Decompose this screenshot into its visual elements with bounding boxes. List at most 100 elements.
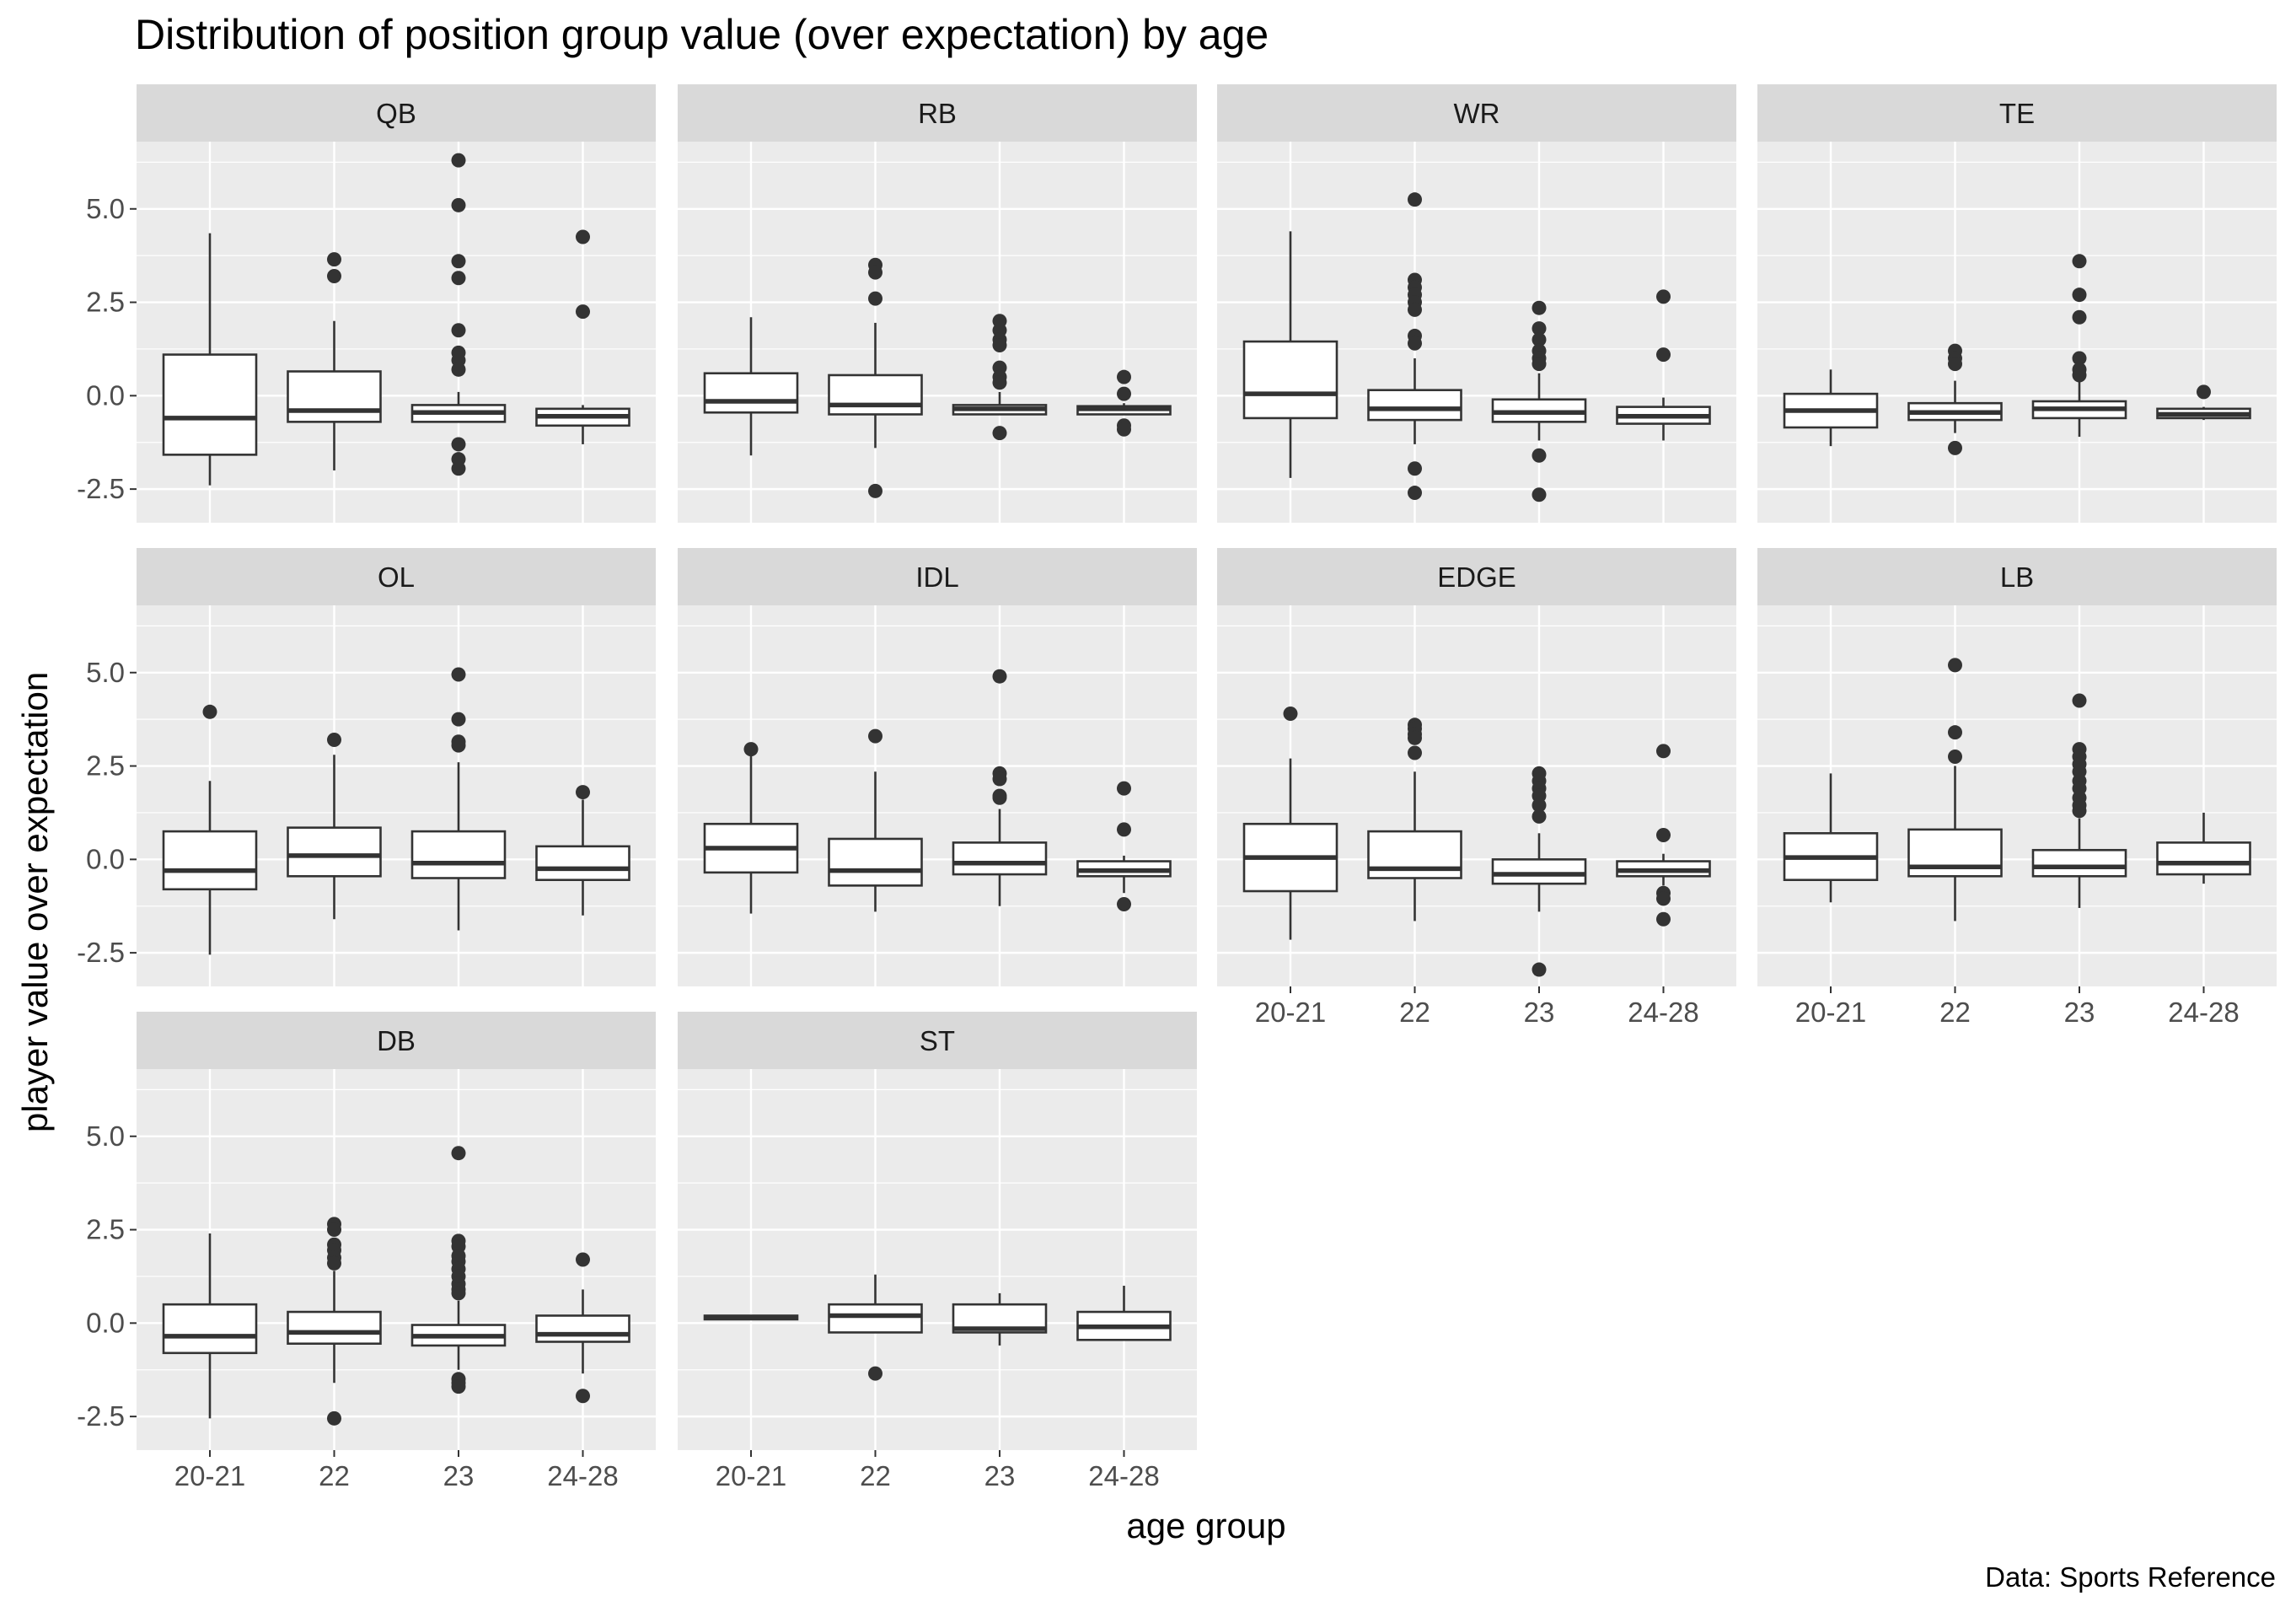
outlier-point <box>1656 828 1671 843</box>
panel-edge: EDGE 20-21 22 23 24-28 <box>1217 548 1736 1028</box>
box-body <box>287 826 382 878</box>
x-tick-label: 20-21 <box>1255 997 1326 1028</box>
box-idl-20-21 <box>703 742 799 914</box>
outlier-point <box>1117 369 1131 384</box>
box-body <box>703 372 799 414</box>
outlier-point <box>868 728 882 744</box>
x-tick-label: 23 <box>2064 997 2095 1028</box>
x-tick-label: 24-28 <box>547 1460 618 1491</box>
outlier-point <box>327 269 341 284</box>
box-rb-20-21 <box>703 317 799 456</box>
box-idl-24-28 <box>1076 781 1172 912</box>
panel-strip-rb <box>678 84 1197 142</box>
outlier-point <box>451 362 466 377</box>
x-tick-label: 24-28 <box>2168 997 2239 1028</box>
x-tick-label: 20-21 <box>716 1460 786 1491</box>
chart-title: Distribution of position group value (ov… <box>135 11 1269 58</box>
panel-background-st <box>678 1069 1197 1450</box>
panel-strip-qb <box>137 84 656 142</box>
outlier-point <box>1948 357 1962 372</box>
outlier-point <box>1408 302 1422 317</box>
box-body <box>828 1303 923 1334</box>
box-body <box>162 353 258 456</box>
outlier-point <box>1117 781 1131 796</box>
outlier-point <box>451 738 466 753</box>
outlier-point <box>202 704 217 719</box>
outlier-point <box>2072 287 2087 303</box>
box-body <box>828 837 923 887</box>
panel-strip-te <box>1757 84 2277 142</box>
box-lb-23 <box>2031 693 2127 908</box>
outlier-point <box>992 669 1007 684</box>
outlier-point <box>1532 321 1547 336</box>
outlier-point <box>327 1410 341 1426</box>
outlier-point <box>451 1146 466 1161</box>
outlier-point <box>1656 891 1671 906</box>
outlier-point <box>451 667 466 682</box>
box-body <box>162 1303 258 1355</box>
y-tick-label: -2.5 <box>77 1400 125 1432</box>
outlier-point <box>1532 487 1547 502</box>
panel-strip-wr <box>1217 84 1736 142</box>
outlier-point <box>451 323 466 338</box>
box-st-22 <box>828 1274 923 1381</box>
box-ol-20-21 <box>162 704 258 955</box>
box-body <box>1367 389 1462 422</box>
x-tick-label: 23 <box>1524 997 1555 1028</box>
box-ol-23 <box>410 667 507 931</box>
box-db-24-28 <box>535 1252 630 1404</box>
box-body <box>828 373 923 416</box>
outlier-point <box>576 1252 590 1267</box>
y-tick-label: 2.5 <box>86 750 125 782</box>
outlier-point <box>1948 749 1962 764</box>
box-rb-24-28 <box>1076 369 1172 437</box>
box-ol-22 <box>287 733 382 920</box>
box-st-24-28 <box>1076 1286 1172 1341</box>
panel-strip-ol <box>137 548 656 605</box>
panel-strip-label-qb: QB <box>376 98 416 129</box>
x-tick-label: 22 <box>860 1460 891 1491</box>
outlier-point <box>2072 309 2087 325</box>
box-lb-24-28 <box>2156 812 2251 884</box>
panel-lb: LB 20-21 22 23 24-28 <box>1757 548 2277 1028</box>
outlier-point <box>327 1222 341 1238</box>
y-tick-label: 0.0 <box>86 1307 125 1338</box>
box-body <box>287 1310 382 1346</box>
panel-background-ol <box>137 605 656 986</box>
x-tick-label: 23 <box>984 1460 1016 1491</box>
box-idl-23 <box>952 669 1048 906</box>
panel-qb: QB -2.5 0.0 2.5 5.0 <box>77 84 656 523</box>
y-tick-label: 5.0 <box>86 657 125 688</box>
outlier-point <box>1532 962 1547 977</box>
outlier-point <box>327 1255 341 1271</box>
outlier-point <box>1948 658 1962 673</box>
box-wr-23 <box>1491 300 1587 502</box>
x-tick-label: 20-21 <box>1795 997 1866 1028</box>
outlier-point <box>327 733 341 748</box>
outlier-point <box>1117 897 1131 912</box>
box-edge-23 <box>1491 766 1587 977</box>
outlier-point <box>451 461 466 476</box>
panel-background-te <box>1757 142 2277 523</box>
outlier-point <box>327 252 341 267</box>
outlier-point <box>868 483 882 498</box>
box-body <box>1242 340 1338 420</box>
box-body <box>952 841 1048 876</box>
box-rb-23 <box>952 314 1048 441</box>
panel-te: TE <box>1757 84 2277 523</box>
box-body <box>2156 841 2251 876</box>
box-body <box>162 830 258 891</box>
outlier-point <box>451 1379 466 1394</box>
x-tick-label: 24-28 <box>1628 997 1698 1028</box>
outlier-point <box>1532 300 1547 315</box>
x-axis-title: age group <box>1126 1506 1285 1545</box>
outlier-point <box>868 291 882 306</box>
outlier-point <box>1532 357 1547 372</box>
panel-strip-label-idl: IDL <box>915 562 958 593</box>
outlier-point <box>1532 798 1547 813</box>
outlier-point <box>1948 725 1962 740</box>
chart-caption: Data: Sports Reference <box>1985 1561 2276 1593</box>
outlier-point <box>1532 809 1547 824</box>
box-wr-22 <box>1367 192 1462 501</box>
